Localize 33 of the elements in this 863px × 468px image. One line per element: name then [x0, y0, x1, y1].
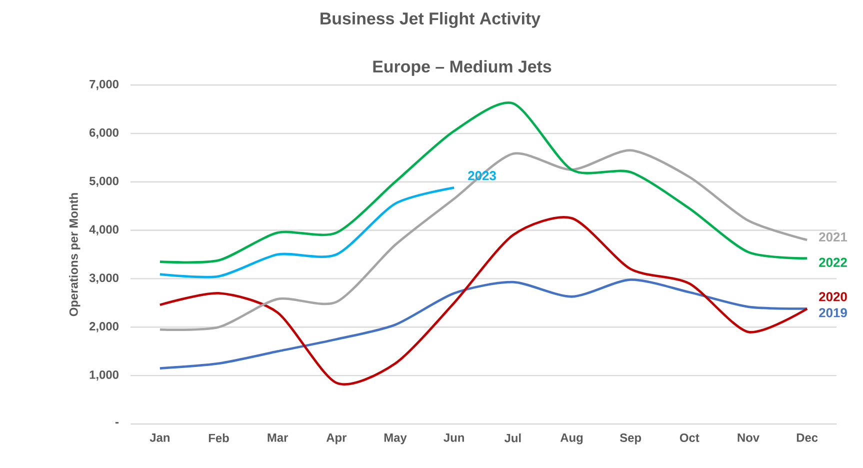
x-tick-label: Dec — [796, 434, 818, 442]
line-series — [158, 186, 456, 278]
y-tick-label: - — [115, 422, 119, 424]
x-tick-label: Jun — [444, 434, 464, 442]
y-tick-label: 5,000 — [89, 176, 118, 187]
line-series — [158, 149, 808, 331]
x-tick-label: Feb — [208, 434, 229, 442]
series-label: 2020 — [819, 292, 847, 302]
series-label: 2021 — [819, 232, 848, 242]
line-series — [158, 278, 808, 370]
y-tick-label: 4,000 — [89, 225, 118, 236]
series-label: 2019 — [819, 308, 847, 318]
y-tick-label: 1,000 — [90, 370, 118, 381]
line-series — [158, 102, 808, 264]
y-tick-label: 3,000 — [89, 274, 118, 284]
x-tick-label: Aug — [560, 434, 583, 444]
x-tick-label: Mar — [268, 434, 288, 442]
x-tick-label: Oct — [680, 434, 700, 442]
x-tick-label: May — [384, 434, 407, 444]
x-tick-label: Apr — [326, 434, 347, 444]
y-tick-label: 2,000 — [89, 322, 118, 332]
line-series — [158, 216, 808, 386]
y-tick-label: 6,000 — [90, 128, 118, 139]
y-axis-title: Operations per Month — [69, 193, 80, 316]
series-label: 2023 — [468, 171, 496, 180]
series-label: 2022 — [819, 258, 847, 267]
x-tick-label: Sep — [620, 434, 642, 444]
chart-subtitle: Europe – Medium Jets — [373, 60, 552, 76]
x-tick-label: Jan — [150, 434, 170, 442]
y-tick-label: 7,000 — [90, 80, 118, 90]
chart-title: Business Jet Flight Activity — [320, 12, 540, 28]
x-tick-label: Nov — [738, 434, 760, 442]
x-tick-label: Jul — [504, 434, 521, 442]
